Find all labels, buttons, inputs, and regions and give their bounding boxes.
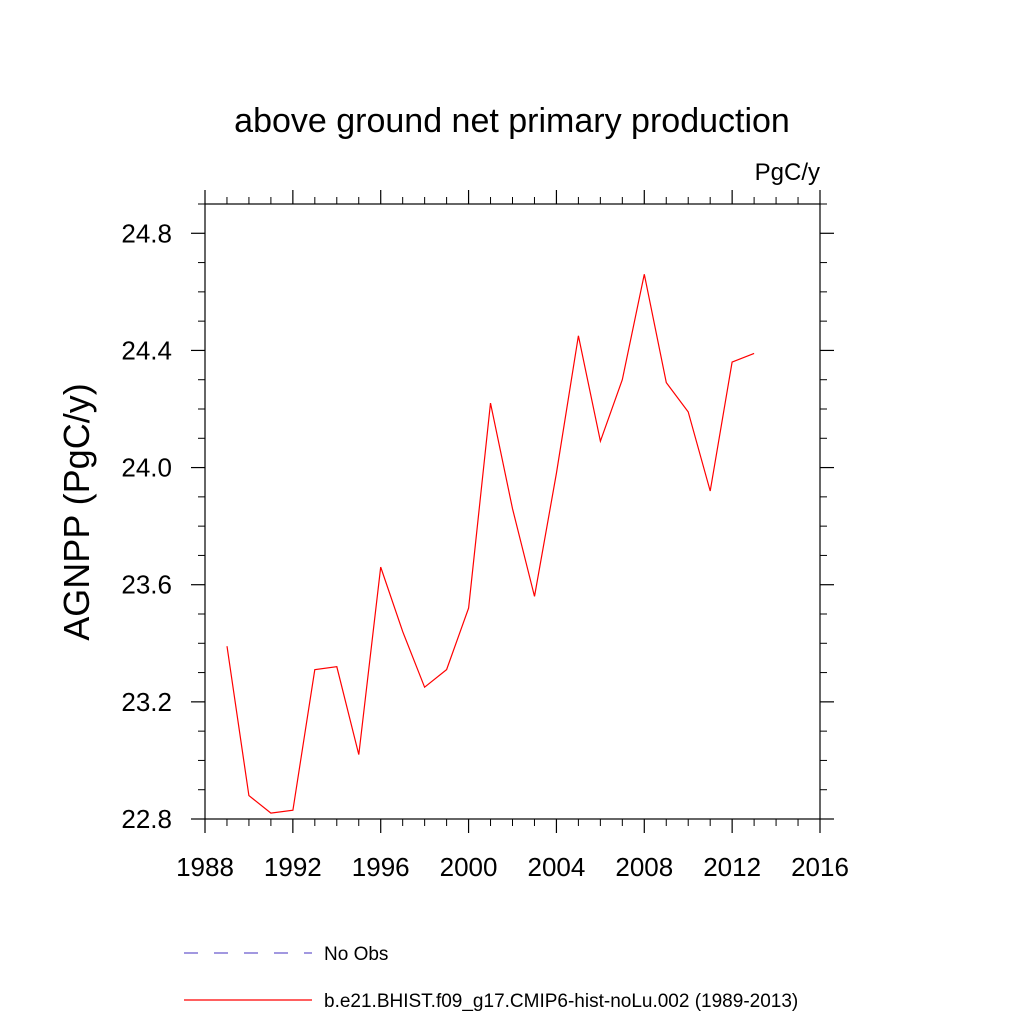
legend: No Obs b.e21.BHIST.f09_g17.CMIP6-hist-noL… <box>184 944 798 1012</box>
x-tick-label: 2000 <box>440 852 498 882</box>
data-point <box>554 471 558 475</box>
x-tick-label: 2004 <box>528 852 586 882</box>
data-point <box>247 794 251 798</box>
series-line <box>226 274 755 814</box>
data-point <box>532 594 536 598</box>
data-point <box>686 410 690 414</box>
data-point <box>730 360 734 364</box>
data-point <box>401 630 405 634</box>
data-point <box>642 272 646 276</box>
data-point <box>708 489 712 493</box>
units-label: PgC/y <box>755 159 820 186</box>
data-point <box>576 334 580 338</box>
data-point <box>291 808 295 812</box>
data-point <box>467 606 471 610</box>
y-tick-label: 24.4 <box>121 335 172 365</box>
data-point <box>423 685 427 689</box>
y-tick-label: 22.8 <box>121 804 172 834</box>
x-tick-label: 2012 <box>703 852 761 882</box>
y-tick-label: 23.6 <box>121 570 172 600</box>
data-point <box>379 565 383 569</box>
series-layer <box>225 272 756 815</box>
x-tick-label: 1992 <box>264 852 322 882</box>
data-point <box>269 811 273 815</box>
y-tick-label: 23.2 <box>121 687 172 717</box>
data-point <box>313 668 317 672</box>
x-tick-label: 2008 <box>615 852 673 882</box>
x-tick-label: 1996 <box>352 852 410 882</box>
data-point <box>445 668 449 672</box>
data-point <box>620 378 624 382</box>
legend-label-2: b.e21.BHIST.f09_g17.CMIP6-hist-noLu.002 … <box>324 991 798 1012</box>
data-point <box>225 644 229 648</box>
chart-title: above ground net primary production <box>234 102 790 140</box>
x-tick-label: 2016 <box>791 852 849 882</box>
data-point <box>511 507 515 511</box>
data-point <box>752 351 756 355</box>
data-point <box>357 753 361 757</box>
y-axis-label: AGNPP (PgC/y) <box>56 383 97 640</box>
data-point <box>335 665 339 669</box>
plot-axes: 1988 1992 1996 2000 2004 2008 2012 2016 22.8 23.2… <box>121 190 849 882</box>
data-point <box>598 439 602 443</box>
plot-frame <box>204 203 821 820</box>
data-point <box>664 381 668 385</box>
y-tick-label: 24.8 <box>121 218 172 248</box>
x-tick-label: 1988 <box>176 852 234 882</box>
legend-label-1: No Obs <box>324 944 388 965</box>
data-point <box>489 401 493 405</box>
y-tick-label: 24.0 <box>121 453 172 483</box>
